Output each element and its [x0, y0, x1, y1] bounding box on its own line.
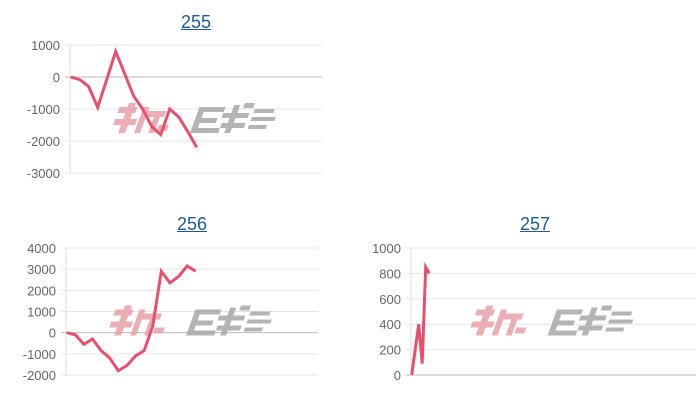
watermark-shape	[555, 309, 584, 315]
watermark-shape	[605, 327, 625, 332]
y-tick-label: 2000	[27, 283, 56, 298]
watermark-shape	[505, 315, 519, 336]
watermark-shape	[221, 113, 250, 118]
y-tick-label: -2000	[23, 368, 56, 383]
chart-256: 256 4000 3000 2000 1000 0 -1000 -2000	[0, 0, 340, 400]
chart-title-link[interactable]: 255	[180, 12, 212, 32]
watermark-shape	[239, 305, 251, 311]
watermark-shape	[193, 309, 222, 315]
watermark-shape	[189, 320, 214, 326]
watermark-shape	[547, 330, 578, 336]
y-tick-label: -1000	[27, 102, 60, 117]
y-tick-label: 1000	[31, 38, 60, 53]
watermark-shape	[475, 305, 494, 336]
series-line	[66, 264, 197, 373]
y-tick-label: -2000	[27, 134, 60, 149]
y-tick-label: 200	[379, 343, 401, 358]
y-tick-label: 400	[379, 317, 401, 332]
watermark-shape	[250, 117, 276, 121]
watermark-shape	[249, 311, 271, 316]
y-tick-label: 0	[53, 70, 60, 85]
y-tick-label: 4000	[27, 241, 56, 256]
watermark-shape	[143, 111, 167, 117]
y-tick-label: 1000	[27, 305, 56, 320]
y-tick-label: 3000	[27, 262, 56, 277]
watermark-shape	[247, 125, 267, 129]
watermark-shape	[186, 330, 216, 336]
y-tick-label: -3000	[27, 166, 60, 181]
watermark-shape	[610, 311, 633, 316]
watermark-shape	[190, 128, 220, 133]
watermark-shape	[600, 305, 613, 311]
y-tick-label: 0	[49, 326, 56, 341]
watermark-shape	[243, 103, 255, 108]
watermark-shape	[219, 123, 246, 128]
watermark-shape	[607, 319, 634, 324]
chart-plot: 1000 0 -1000 -2000 -3000	[27, 38, 322, 181]
watermark-shape	[470, 321, 495, 328]
y-tick-label: 0	[394, 368, 401, 383]
watermark-shape	[112, 119, 138, 125]
series-line	[410, 261, 431, 376]
watermark-logo	[470, 305, 634, 336]
watermark-shape	[579, 315, 607, 321]
watermark-shape	[152, 327, 165, 334]
watermark-shape	[197, 107, 226, 112]
y-tick-label: 1000	[372, 241, 401, 256]
watermark-shape	[193, 118, 218, 123]
chart-title-link[interactable]: 256	[176, 214, 208, 234]
y-tick-label: -1000	[23, 347, 56, 362]
watermark-shape	[577, 325, 604, 331]
watermark-shape	[514, 327, 527, 334]
watermark-shape	[118, 103, 136, 133]
watermark-shape	[217, 315, 246, 321]
watermark-shape	[551, 320, 576, 326]
watermark-shape	[139, 313, 163, 320]
watermark-shape	[581, 307, 598, 336]
chart-plot: 4000 3000 2000 1000 0 -1000 -2000	[23, 241, 318, 383]
watermark-shape	[215, 325, 242, 331]
chart-title-link[interactable]: 257	[519, 214, 551, 234]
watermark-shape	[108, 321, 134, 328]
chart-255: 255 1000 0 -1000 -2000 -3000	[0, 0, 340, 190]
y-tick-label: 600	[379, 292, 401, 307]
watermark-shape	[114, 305, 132, 336]
watermark-shape	[243, 327, 263, 332]
watermark-shape	[246, 319, 272, 324]
y-tick-label: 800	[379, 266, 401, 281]
watermark-shape	[253, 109, 275, 113]
